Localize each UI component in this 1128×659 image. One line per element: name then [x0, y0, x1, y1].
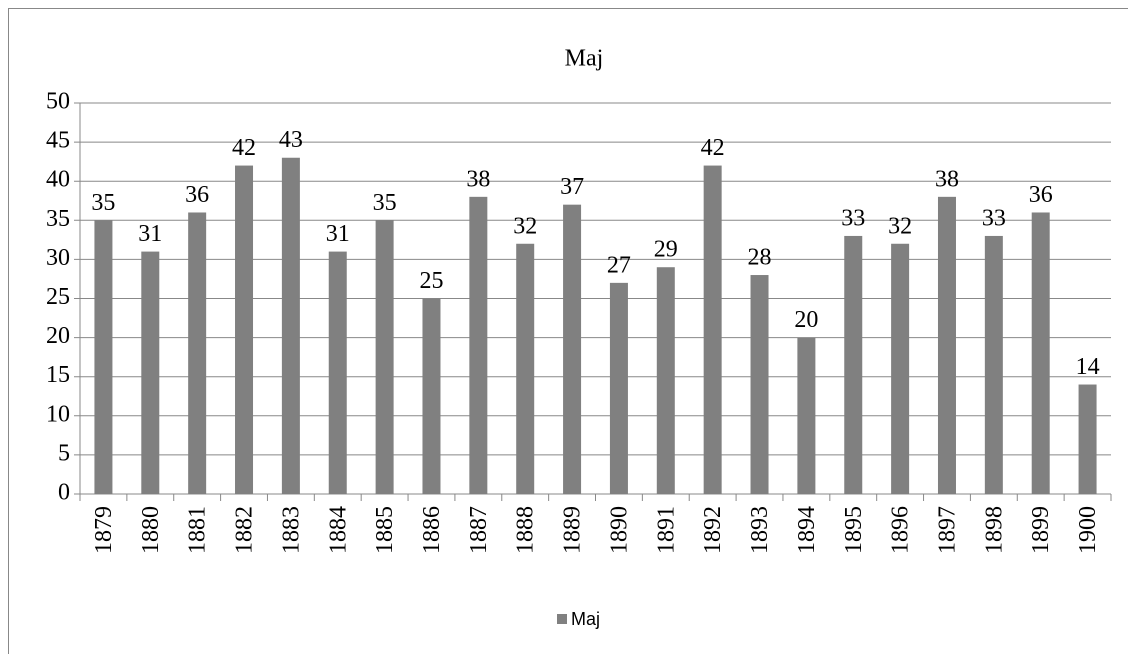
y-tick-label: 30 [46, 245, 70, 271]
x-tick-label: 1879 [91, 506, 117, 554]
bar [563, 205, 581, 494]
y-tick-label: 15 [46, 362, 70, 388]
x-tick-label: 1900 [1075, 506, 1101, 554]
bar [610, 283, 628, 494]
data-label: 33 [841, 205, 865, 231]
data-label: 32 [513, 213, 537, 239]
x-tick-label: 1897 [934, 506, 960, 554]
bar [1079, 385, 1097, 494]
x-tick-label: 1889 [560, 506, 586, 554]
bar [329, 252, 347, 494]
x-tick-label: 1894 [794, 506, 820, 554]
y-tick-label: 0 [58, 480, 70, 506]
x-tick-label: 1884 [325, 506, 351, 554]
data-label: 31 [138, 221, 162, 247]
bar [891, 244, 909, 494]
data-label: 42 [232, 135, 256, 161]
data-label: 14 [1076, 354, 1100, 380]
bar [985, 236, 1003, 494]
x-tick-label: 1898 [981, 506, 1007, 554]
y-tick-label: 5 [58, 440, 70, 466]
data-label: 29 [654, 237, 678, 263]
x-tick-label: 1883 [278, 506, 304, 554]
data-label: 32 [888, 213, 912, 239]
bar [422, 299, 440, 495]
legend-swatch [557, 614, 567, 624]
x-tick-label: 1886 [419, 506, 445, 554]
x-tick-label: 1880 [138, 506, 164, 554]
bar [376, 220, 394, 494]
x-tick-label: 1896 [888, 506, 914, 554]
bar [282, 158, 300, 494]
data-label: 43 [279, 127, 303, 153]
x-tick-label: 1892 [700, 506, 726, 554]
x-tick-label: 1890 [606, 506, 632, 554]
bar [235, 166, 253, 494]
x-tick-label: 1887 [466, 506, 492, 554]
data-label: 35 [91, 190, 115, 216]
data-label: 35 [373, 190, 397, 216]
data-label: 20 [794, 307, 818, 333]
data-label: 38 [466, 166, 490, 192]
y-tick-label: 40 [46, 167, 70, 193]
y-tick-label: 45 [46, 128, 70, 154]
y-tick-label: 35 [46, 206, 70, 232]
bar [797, 338, 815, 494]
data-label: 38 [935, 166, 959, 192]
bar [657, 267, 675, 494]
data-label: 36 [1029, 182, 1053, 208]
x-tick-label: 1893 [747, 506, 773, 554]
bar [1032, 212, 1050, 494]
data-label: 42 [701, 135, 725, 161]
bar [516, 244, 534, 494]
x-tick-label: 1899 [1028, 506, 1054, 554]
y-tick-label: 20 [46, 323, 70, 349]
y-tick-label: 50 [46, 89, 70, 115]
legend-label: Maj [571, 609, 600, 629]
y-tick-label: 25 [46, 284, 70, 310]
x-tick-label: 1882 [232, 506, 258, 554]
data-label: 31 [326, 221, 350, 247]
x-tick-label: 1891 [653, 506, 679, 554]
bar [94, 220, 112, 494]
bar [844, 236, 862, 494]
data-label: 33 [982, 205, 1006, 231]
data-label: 28 [748, 245, 772, 271]
bar [469, 197, 487, 494]
data-label: 36 [185, 182, 209, 208]
x-tick-label: 1885 [372, 506, 398, 554]
data-label: 25 [419, 268, 443, 294]
bar [751, 275, 769, 494]
x-tick-label: 1895 [841, 506, 867, 554]
y-tick-label: 10 [46, 401, 70, 427]
x-tick-label: 1888 [513, 506, 539, 554]
chart-title: Maj [565, 46, 604, 72]
data-label: 27 [607, 252, 631, 278]
bar [704, 166, 722, 494]
data-label: 37 [560, 174, 584, 200]
bar [188, 212, 206, 494]
x-tick-label: 1881 [185, 506, 211, 554]
bar [938, 197, 956, 494]
bar [141, 252, 159, 494]
